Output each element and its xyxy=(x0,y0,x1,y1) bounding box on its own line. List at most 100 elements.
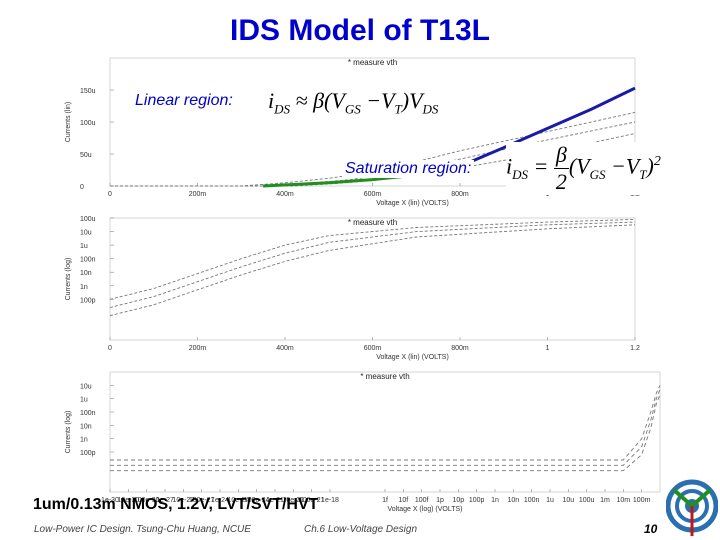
series-line-2 xyxy=(110,389,661,466)
sat-formula-mid: −V xyxy=(605,153,640,179)
x-tick-label: 100e-21 xyxy=(299,497,325,504)
series-line-2 xyxy=(109,221,636,308)
x-tick-label: 1e-24 xyxy=(211,497,229,504)
chart-title: * measure vth xyxy=(348,58,397,67)
x-tick-label: 100u xyxy=(579,497,595,504)
x-tick-label: 10p xyxy=(452,497,464,504)
sat-formula-lhs-sub: DS xyxy=(512,166,529,182)
y-tick-label: 10n xyxy=(80,270,92,277)
x-tick-label: 400m xyxy=(276,345,294,352)
linear-formula-lhs: i xyxy=(268,88,275,113)
linear-formula-end: )V xyxy=(401,88,423,113)
y-axis-title: Currents (log) xyxy=(65,411,72,454)
x-tick-label: 100m xyxy=(633,497,651,504)
sat-formula-end: ) xyxy=(646,153,654,179)
x-tick-label: 10e-27 xyxy=(172,497,194,504)
saturation-region-label: Saturation region: xyxy=(342,160,475,178)
y-tick-label: 1n xyxy=(80,284,88,291)
y-tick-label: 100n xyxy=(80,257,96,264)
chart-title: * measure vth xyxy=(360,372,409,381)
x-tick-label: 1u xyxy=(546,497,554,504)
x-tick-label: 100e-30 xyxy=(134,497,160,504)
x-tick-label: 600m xyxy=(364,345,382,352)
sat-formula-sub-gs: GS xyxy=(589,166,606,182)
x-tick-label: 1.2 xyxy=(630,345,640,352)
y-tick-label: 100p xyxy=(80,450,96,457)
x-tick-label: 10e-24 xyxy=(227,497,249,504)
x-tick-label: 10e-30 xyxy=(117,497,139,504)
linear-formula-sub-gs: GS xyxy=(344,101,361,117)
y-tick-label: 100u xyxy=(80,216,96,223)
x-tick-label: 1e-27 xyxy=(156,497,174,504)
y-axis-title: Currents (lin) xyxy=(65,102,72,142)
x-tick-label: 10n xyxy=(507,497,519,504)
linear-region-curve xyxy=(450,86,636,172)
y-tick-label: 1u xyxy=(80,243,88,250)
sat-formula-exp: 2 xyxy=(653,154,661,170)
x-tick-label: 100p xyxy=(469,497,485,504)
linear-region-formula: iDS ≈ β(VGS −VT)VDS xyxy=(268,88,439,118)
saturation-region-formula: iDS = β 2 (VGS −VT)2 xyxy=(506,142,661,195)
x-tick-label: 200m xyxy=(189,191,207,198)
series-line-1 xyxy=(109,218,636,300)
x-tick-label: 800m xyxy=(451,345,469,352)
y-tick-label: 1n xyxy=(80,437,88,444)
series-line-1 xyxy=(110,385,661,461)
x-tick-label: 800m xyxy=(451,191,469,198)
x-tick-label: 100e-27 xyxy=(189,497,215,504)
x-axis-title: Voltage X (log) (VOLTS) xyxy=(388,506,463,513)
x-tick-label: 100e-24 xyxy=(244,497,270,504)
sat-formula-eq: = xyxy=(533,153,549,179)
y-tick-label: 10u xyxy=(80,230,92,237)
ncue-logo xyxy=(666,479,718,536)
chart-panel-3: * measure vth 10u 1u 100n 10n 1n 100p Currents … xyxy=(65,371,661,513)
x-tick-label: 1f xyxy=(382,497,388,504)
x-tick-label: 10e-21 xyxy=(282,497,304,504)
linear-region-label: Linear region: xyxy=(132,92,236,110)
y-tick-label: 100u xyxy=(80,120,96,127)
x-axis-title: Voltage X (lin) (VOLTS) xyxy=(376,200,449,207)
x-tick-label: 100f xyxy=(415,497,429,504)
y-tick-label: 50u xyxy=(80,152,92,159)
x-tick-label: 10u xyxy=(562,497,574,504)
sat-formula-sub-t: T xyxy=(639,166,647,182)
y-tick-label: 10n xyxy=(80,423,92,430)
y-tick-label: 100n xyxy=(80,410,96,417)
page-number: 10 xyxy=(644,522,658,536)
series-line-1 xyxy=(110,111,636,187)
chart-title: * measure vth xyxy=(348,218,397,227)
x-tick-label: 1m xyxy=(600,497,610,504)
sat-formula-den: 2 xyxy=(555,169,567,194)
series-line-3 xyxy=(109,224,636,317)
x-tick-label: 0 xyxy=(108,345,112,352)
device-caption: 1um/0.13m NMOS, 1.2V, LVT/SVT/HVT xyxy=(33,496,319,513)
y-tick-label: 150u xyxy=(80,88,96,95)
y-tick-label: 1u xyxy=(80,397,88,404)
plot-area xyxy=(109,217,636,341)
x-tick-label: 400m xyxy=(276,191,294,198)
linear-formula-sub-t: T xyxy=(394,101,402,117)
series-line-3 xyxy=(110,394,661,472)
linear-formula-mid: −V xyxy=(360,88,395,113)
sat-formula-num: β xyxy=(553,142,569,169)
footer-chapter: Ch.6 Low-Voltage Design xyxy=(304,524,418,535)
linear-formula-rel: ≈ xyxy=(295,88,308,113)
plot-area xyxy=(109,371,661,493)
y-tick-label: 10u xyxy=(80,383,92,390)
linear-formula-sub-ds: DS xyxy=(422,101,439,117)
sat-formula-lhs: i xyxy=(506,153,513,179)
x-tick-label: 100n xyxy=(524,497,540,504)
slide-title: IDS Model of T13L xyxy=(229,14,490,47)
linear-formula-lhs-sub: DS xyxy=(274,101,291,117)
footer-author: Low-Power IC Design. Tsung-Chu Huang, NC… xyxy=(34,524,251,535)
y-tick-label: 100p xyxy=(80,297,96,304)
x-tick-label: 600m xyxy=(364,191,382,198)
x-tick-label: 10f xyxy=(398,497,408,504)
x-axis-title: Voltage X (lin) (VOLTS) xyxy=(376,354,449,361)
sat-formula-body: (V xyxy=(568,153,590,179)
y-tick-label: 0 xyxy=(80,184,84,191)
y-axis-title: Currents (log) xyxy=(65,258,72,301)
x-tick-label: 1n xyxy=(491,497,499,504)
